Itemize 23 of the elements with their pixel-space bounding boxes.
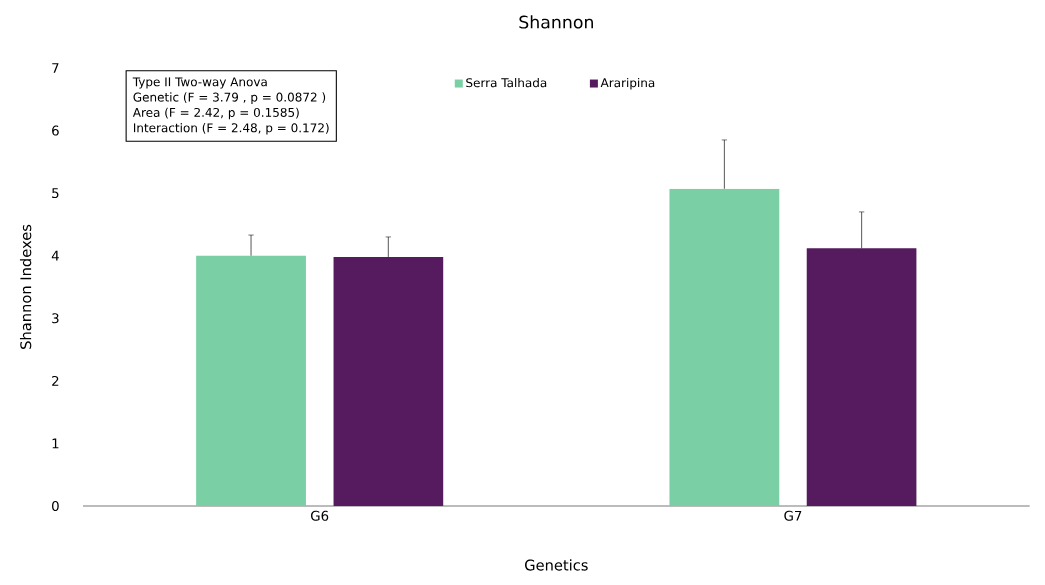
x-axis-title: Genetics	[525, 559, 588, 571]
bar	[196, 255, 306, 506]
y-tick-label: 5	[52, 188, 59, 199]
annotation: Area (F = 2.42, p = 0.1585)	[132, 107, 299, 120]
y-tick-label: 6	[52, 125, 59, 136]
y-tick-label: 2	[52, 375, 59, 386]
y-tick-label: 0	[52, 500, 59, 512]
y-tick-label: 3	[52, 313, 59, 324]
annotation: Interaction (F = 2.48, p = 0.172)	[133, 123, 329, 135]
chart-title: Shannon	[519, 15, 593, 29]
x-tick-label: G7	[784, 510, 802, 521]
y-tick-label: 7	[52, 63, 59, 73]
annotation: Genetic (F = 3.79 , p = 0.0872 )	[133, 92, 326, 104]
bar	[669, 188, 780, 506]
bar	[806, 248, 917, 506]
y-tick-label: 4	[51, 250, 59, 261]
y-tick-label: 1	[52, 438, 59, 449]
legend-label: Serra Talhada	[466, 77, 547, 88]
bar	[333, 256, 444, 506]
annotation: Type II Two-way Anova	[132, 77, 267, 89]
y-axis-title: Shannon Indexes	[19, 224, 32, 349]
x-tick-label: G6	[311, 510, 329, 521]
legend-label: Araripina	[600, 77, 655, 90]
